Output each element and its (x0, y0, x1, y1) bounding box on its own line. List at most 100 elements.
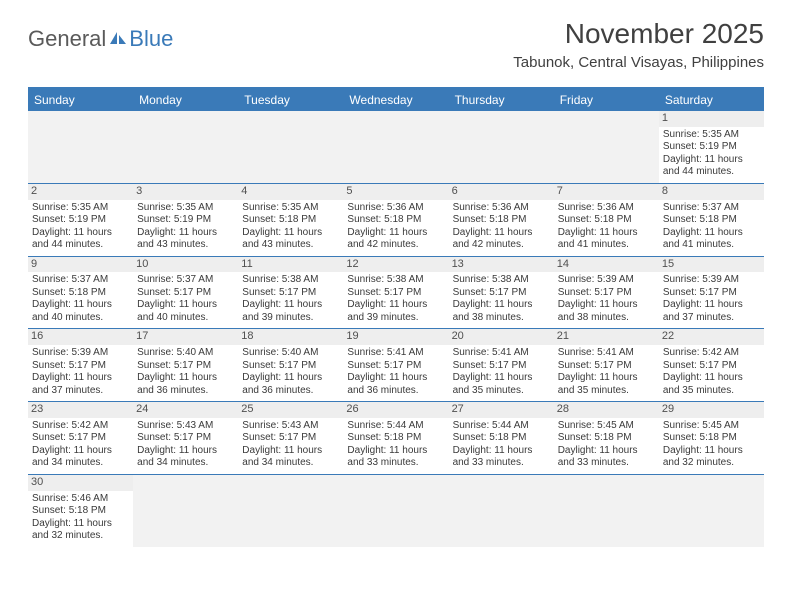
sunset-line: Sunset: 5:17 PM (558, 287, 655, 300)
sunset-line: Sunset: 5:18 PM (347, 214, 444, 227)
day-cell (449, 475, 554, 547)
sunrise-line: Sunrise: 5:40 AM (137, 347, 234, 360)
day-cell: 11Sunrise: 5:38 AMSunset: 5:17 PMDayligh… (238, 257, 343, 329)
day-number: 15 (659, 257, 764, 273)
sunset-line: Sunset: 5:18 PM (453, 214, 550, 227)
daylight-line: Daylight: 11 hours and 38 minutes. (558, 299, 655, 324)
sunrise-line: Sunrise: 5:36 AM (558, 202, 655, 215)
daylight-line: Daylight: 11 hours and 42 minutes. (453, 227, 550, 252)
sunrise-line: Sunrise: 5:36 AM (453, 202, 550, 215)
sunrise-line: Sunrise: 5:43 AM (137, 420, 234, 433)
day-cell: 23Sunrise: 5:42 AMSunset: 5:17 PMDayligh… (28, 402, 133, 474)
daylight-line: Daylight: 11 hours and 33 minutes. (453, 445, 550, 470)
sunrise-line: Sunrise: 5:35 AM (32, 202, 129, 215)
day-number: 7 (554, 184, 659, 200)
week-row: 1 Sunrise: 5:35 AMSunset: 5:19 PMDaylight… (28, 111, 764, 184)
daylight-line: Daylight: 11 hours and 36 minutes. (347, 372, 444, 397)
sunrise-line: Sunrise: 5:35 AM (242, 202, 339, 215)
sunset-line: Sunset: 5:17 PM (32, 432, 129, 445)
day-cell (133, 475, 238, 547)
day-number: 9 (28, 257, 133, 273)
title-block: November 2025 Tabunok, Central Visayas, … (513, 18, 764, 71)
daylight-line: Daylight: 11 hours and 44 minutes. (663, 154, 760, 179)
day-cell: 14Sunrise: 5:39 AMSunset: 5:17 PMDayligh… (554, 257, 659, 329)
sunrise-line: Sunrise: 5:42 AM (32, 420, 129, 433)
day-cell (238, 475, 343, 547)
daylight-line: Daylight: 11 hours and 41 minutes. (558, 227, 655, 252)
day-cell: 7Sunrise: 5:36 AMSunset: 5:18 PMDaylight… (554, 184, 659, 256)
sunrise-line: Sunrise: 5:44 AM (453, 420, 550, 433)
day-number: 5 (343, 184, 448, 200)
brand-part2: Blue (129, 26, 173, 52)
day-cell: 18Sunrise: 5:40 AMSunset: 5:17 PMDayligh… (238, 329, 343, 401)
daylight-line: Daylight: 11 hours and 39 minutes. (242, 299, 339, 324)
day-number: 26 (343, 402, 448, 418)
weekday-header: Sunday (28, 89, 133, 111)
day-cell: 3Sunrise: 5:35 AMSunset: 5:19 PMDaylight… (133, 184, 238, 256)
sunrise-line: Sunrise: 5:38 AM (242, 274, 339, 287)
weekday-header: Saturday (659, 89, 764, 111)
day-number: 28 (554, 402, 659, 418)
daylight-line: Daylight: 11 hours and 40 minutes. (32, 299, 129, 324)
sunset-line: Sunset: 5:17 PM (453, 360, 550, 373)
daylight-line: Daylight: 11 hours and 33 minutes. (347, 445, 444, 470)
sunset-line: Sunset: 5:18 PM (663, 432, 760, 445)
day-cell: 26 Sunrise: 5:44 AMSunset: 5:18 PMDayligh… (343, 402, 448, 474)
day-cell: 5Sunrise: 5:36 AMSunset: 5:18 PMDaylight… (343, 184, 448, 256)
daylight-line: Daylight: 11 hours and 32 minutes. (32, 518, 129, 543)
header: General Blue November 2025 Tabunok, Centr… (0, 0, 792, 79)
day-number: 17 (133, 329, 238, 345)
sunset-line: Sunset: 5:18 PM (663, 214, 760, 227)
day-number: 22 (659, 329, 764, 345)
sunset-line: Sunset: 5:19 PM (663, 141, 760, 154)
sunset-line: Sunset: 5:17 PM (242, 360, 339, 373)
weekday-header: Tuesday (238, 89, 343, 111)
day-cell: 22Sunrise: 5:42 AMSunset: 5:17 PMDayligh… (659, 329, 764, 401)
day-number: 10 (133, 257, 238, 273)
location-text: Tabunok, Central Visayas, Philippines (513, 54, 764, 71)
week-row: 16 Sunrise: 5:39 AM Sunset: 5:17 PM Dayligh… (28, 329, 764, 402)
day-number: 3 (133, 184, 238, 200)
daylight-line: Daylight: 11 hours and 33 minutes. (558, 445, 655, 470)
weekday-header: Wednesday (343, 89, 448, 111)
sunrise-line: Sunrise: 5:35 AM (663, 129, 760, 142)
day-cell: 17Sunrise: 5:40 AMSunset: 5:17 PMDayligh… (133, 329, 238, 401)
brand-part1: General (28, 26, 106, 52)
sunrise-line: Sunrise: 5:39 AM (663, 274, 760, 287)
daylight-line: Daylight: 11 hours and 43 minutes. (242, 227, 339, 252)
daylight-line: Daylight: 11 hours and 34 minutes. (32, 445, 129, 470)
sunset-line: Sunset: 5:17 PM (137, 432, 234, 445)
sunset-line: Sunset: 5:18 PM (453, 432, 550, 445)
sunset-line: Sunset: 5:19 PM (137, 214, 234, 227)
daylight-line: Daylight: 11 hours and 38 minutes. (453, 299, 550, 324)
day-cell: 21Sunrise: 5:41 AMSunset: 5:17 PMDayligh… (554, 329, 659, 401)
day-number: 16 (28, 329, 133, 345)
day-number: 1 (659, 111, 764, 127)
daylight-line: Daylight: 11 hours and 37 minutes. (663, 299, 760, 324)
sunrise-line: Sunrise: 5:39 AM (558, 274, 655, 287)
sunset-line: Sunset: 5:18 PM (347, 432, 444, 445)
daylight-line: Daylight: 11 hours and 34 minutes. (137, 445, 234, 470)
day-number: 18 (238, 329, 343, 345)
day-number: 6 (449, 184, 554, 200)
weekday-header: Thursday (449, 89, 554, 111)
day-number: 29 (659, 402, 764, 418)
sunset-line: Sunset: 5:18 PM (32, 505, 129, 518)
daylight-line: Daylight: 11 hours and 36 minutes. (137, 372, 234, 397)
week-row: 23Sunrise: 5:42 AMSunset: 5:17 PMDayligh… (28, 402, 764, 475)
sunrise-line: Sunrise: 5:39 AM (32, 347, 129, 360)
sunset-line: Sunset: 5:17 PM (663, 360, 760, 373)
day-number: 14 (554, 257, 659, 273)
day-cell: 19Sunrise: 5:41 AMSunset: 5:17 PMDayligh… (343, 329, 448, 401)
sunrise-line: Sunrise: 5:44 AM (347, 420, 444, 433)
daylight-line: Daylight: 11 hours and 42 minutes. (347, 227, 444, 252)
day-cell: 1 Sunrise: 5:35 AMSunset: 5:19 PMDaylight… (659, 111, 764, 183)
day-cell: 4Sunrise: 5:35 AMSunset: 5:18 PMDaylight… (238, 184, 343, 256)
daylight-line: Daylight: 11 hours and 37 minutes. (32, 372, 129, 397)
day-cell: 20Sunrise: 5:41 AMSunset: 5:17 PMDayligh… (449, 329, 554, 401)
day-number: 8 (659, 184, 764, 200)
day-cell: 25Sunrise: 5:43 AMSunset: 5:17 PMDayligh… (238, 402, 343, 474)
sunrise-line: Sunrise: 5:43 AM (242, 420, 339, 433)
week-row: 9Sunrise: 5:37 AMSunset: 5:18 PMDaylight… (28, 257, 764, 330)
day-cell: 29Sunrise: 5:45 AMSunset: 5:18 PMDayligh… (659, 402, 764, 474)
